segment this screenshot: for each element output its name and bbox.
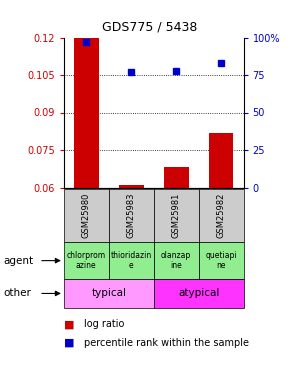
Text: ■: ■	[64, 338, 74, 348]
Bar	[109, 242, 154, 279]
Text: log ratio: log ratio	[84, 320, 124, 329]
Bar	[64, 242, 109, 279]
Text: quetiapi
ne: quetiapi ne	[205, 251, 237, 270]
Text: thioridazin
e: thioridazin e	[110, 251, 152, 270]
Text: chlorprom
azine: chlorprom azine	[67, 251, 106, 270]
Bar	[154, 242, 199, 279]
Text: atypical: atypical	[178, 288, 219, 298]
Bar	[64, 189, 109, 242]
Bar	[154, 279, 244, 308]
Text: other: other	[3, 288, 31, 298]
Bar	[209, 132, 233, 188]
Text: GSM25983: GSM25983	[127, 193, 136, 238]
Bar	[154, 189, 199, 242]
Text: GSM25980: GSM25980	[82, 193, 91, 238]
Bar	[74, 38, 99, 188]
Bar	[164, 168, 189, 188]
Text: percentile rank within the sample: percentile rank within the sample	[84, 338, 249, 348]
Bar	[199, 189, 244, 242]
Text: agent: agent	[3, 256, 33, 266]
Text: GSM25981: GSM25981	[172, 193, 181, 238]
Bar	[199, 242, 244, 279]
Bar	[119, 184, 144, 188]
Text: typical: typical	[91, 288, 126, 298]
Text: GDS775 / 5438: GDS775 / 5438	[102, 21, 197, 34]
Bar	[109, 189, 154, 242]
Text: ■: ■	[64, 320, 74, 329]
Bar	[64, 279, 154, 308]
Text: GSM25982: GSM25982	[217, 193, 226, 238]
Text: olanzap
ine: olanzap ine	[161, 251, 191, 270]
